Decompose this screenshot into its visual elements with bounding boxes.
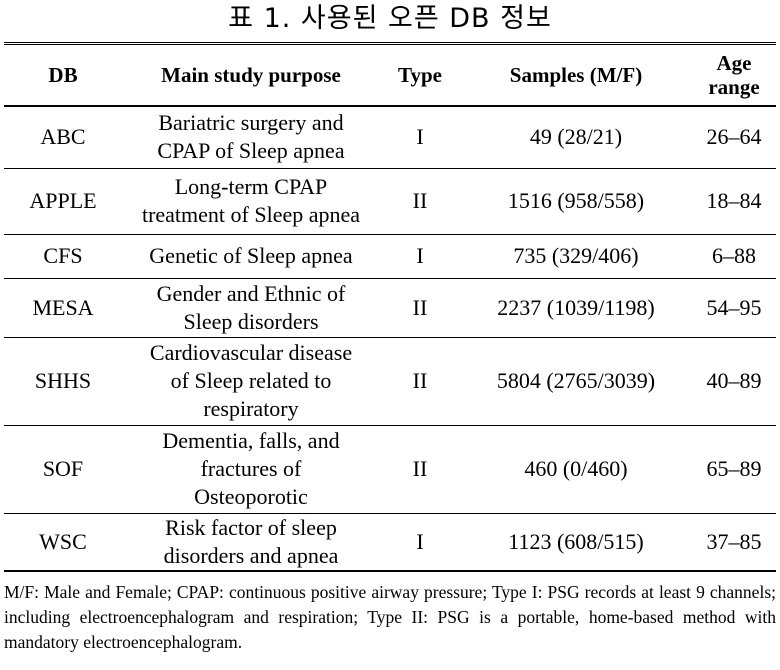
cell-samples: 49 (28/21) xyxy=(460,106,692,169)
cell-age: 6–88 xyxy=(692,234,776,279)
cell-samples: 735 (329/406) xyxy=(460,234,692,279)
table-row: SOF Dementia, falls, and fractures of Os… xyxy=(4,425,776,514)
cell-age: 18–84 xyxy=(692,168,776,235)
purpose-line: Bariatric surgery and xyxy=(158,110,344,136)
cell-samples: 5804 (2765/3039) xyxy=(460,337,692,426)
cell-db: CFS xyxy=(4,234,122,279)
cell-purpose: Bariatric surgery and CPAP of Sleep apne… xyxy=(122,106,380,169)
purpose-line: respiratory xyxy=(203,396,299,421)
cell-purpose: Genetic of Sleep apnea xyxy=(122,234,380,279)
table-header-row: DB Main study purpose Type Samples (M/F)… xyxy=(4,43,776,107)
purpose-line: fractures of xyxy=(200,456,302,481)
cell-samples: 460 (0/460) xyxy=(460,425,692,514)
table-footnote: M/F: Male and Female; CPAP: continuous p… xyxy=(4,582,776,652)
header-age-line2: range xyxy=(708,75,760,99)
cell-type: I xyxy=(380,513,460,572)
purpose-line: treatment of Sleep apnea xyxy=(141,202,361,227)
cell-age: 37–85 xyxy=(692,513,776,572)
cell-type: I xyxy=(380,234,460,279)
cell-age: 54–95 xyxy=(692,278,776,338)
cell-samples: 1516 (958/558) xyxy=(460,168,692,235)
cell-age: 65–89 xyxy=(692,425,776,514)
header-purpose: Main study purpose xyxy=(161,63,341,87)
purpose-line: Gender and Ethnic of xyxy=(156,280,346,306)
purpose-line: Risk factor of sleep xyxy=(165,514,337,540)
cell-type: II xyxy=(380,337,460,426)
cell-type: II xyxy=(380,278,460,338)
purpose-line: of Sleep related to xyxy=(170,368,332,393)
cell-db: ABC xyxy=(4,106,122,169)
cell-age: 26–64 xyxy=(692,106,776,169)
header-samples: Samples (M/F) xyxy=(509,63,643,87)
header-age-line1: Age xyxy=(716,51,752,75)
header-age-range: Age range xyxy=(692,44,776,107)
header-db: DB xyxy=(48,63,78,87)
cell-db: SOF xyxy=(4,425,122,514)
table-row: ABC Bariatric surgery and CPAP of Sleep … xyxy=(4,106,776,169)
table-row: MESA Gender and Ethnic of Sleep disorder… xyxy=(4,278,776,338)
table-row: APPLE Long-term CPAP treatment of Sleep … xyxy=(4,168,776,235)
cell-purpose: Risk factor of sleep disorders and apnea xyxy=(122,513,380,572)
purpose-line: Long-term CPAP xyxy=(174,174,328,199)
cell-purpose: Dementia, falls, and fractures of Osteop… xyxy=(122,425,380,514)
table-row: SHHS Cardiovascular disease of Sleep rel… xyxy=(4,337,776,426)
cell-age: 40–89 xyxy=(692,337,776,426)
cell-purpose: Cardiovascular disease of Sleep related … xyxy=(122,337,380,426)
purpose-line: Dementia, falls, and xyxy=(162,428,340,453)
cell-type: II xyxy=(380,425,460,514)
table-row: WSC Risk factor of sleep disorders and a… xyxy=(4,513,776,572)
purpose-line: disorders and apnea xyxy=(163,542,339,568)
cell-db: MESA xyxy=(4,278,122,338)
cell-purpose: Long-term CPAP treatment of Sleep apnea xyxy=(122,168,380,235)
cell-samples: 1123 (608/515) xyxy=(460,513,692,572)
cell-samples: 2237 (1039/1198) xyxy=(460,278,692,338)
purpose-line: CPAP of Sleep apnea xyxy=(157,138,345,164)
cell-type: II xyxy=(380,168,460,235)
purpose-line: Sleep disorders xyxy=(183,308,319,334)
open-db-table: DB Main study purpose Type Samples (M/F)… xyxy=(4,42,776,572)
table-row: CFS Genetic of Sleep apnea I 735 (329/40… xyxy=(4,234,776,279)
cell-purpose: Gender and Ethnic of Sleep disorders xyxy=(122,278,380,338)
cell-db: APPLE xyxy=(4,168,122,235)
header-type: Type xyxy=(398,63,442,87)
table-caption: 표 1. 사용된 오픈 DB 정보 xyxy=(228,3,552,34)
cell-type: I xyxy=(380,106,460,169)
purpose-line: Cardiovascular disease xyxy=(149,340,353,365)
cell-db: SHHS xyxy=(4,337,122,426)
purpose-line: Osteoporotic xyxy=(194,484,308,509)
cell-db: WSC xyxy=(4,513,122,572)
purpose-line: Genetic of Sleep apnea xyxy=(149,243,353,268)
